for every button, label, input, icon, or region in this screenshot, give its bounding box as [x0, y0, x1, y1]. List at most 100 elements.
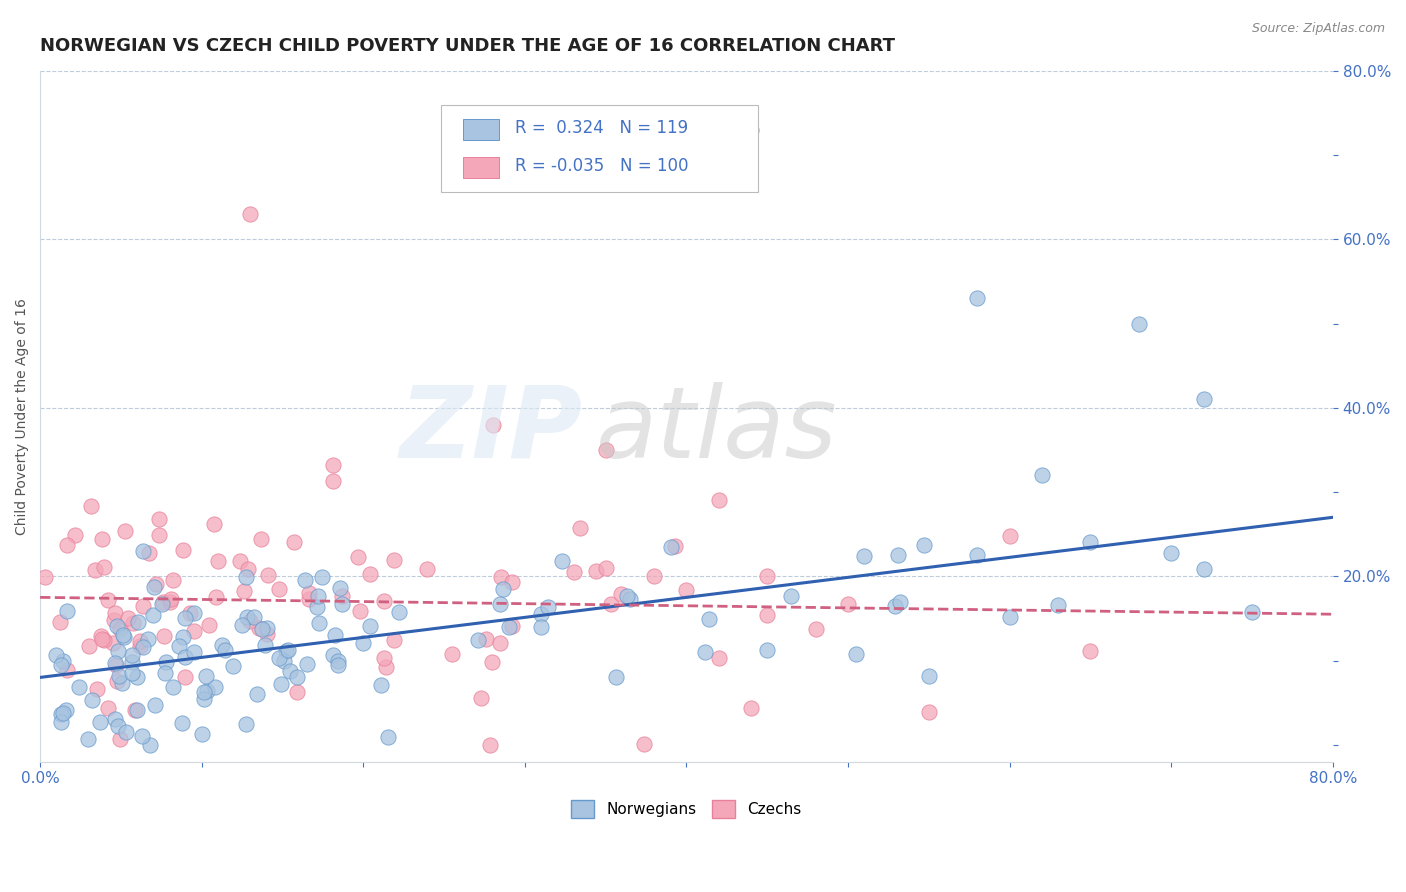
Point — [609, 587, 631, 601]
Point — [148, 512, 170, 526]
Point — [530, 607, 553, 622]
Point — [172, 630, 194, 644]
Point — [202, 517, 225, 532]
Point — [377, 731, 399, 745]
Point — [138, 545, 160, 559]
Point — [756, 568, 779, 582]
Point — [79, 639, 101, 653]
Point — [1240, 605, 1263, 619]
Point — [101, 636, 124, 650]
Point — [65, 528, 87, 542]
Point — [142, 608, 165, 623]
Point — [104, 658, 127, 673]
Point — [492, 582, 515, 596]
Point — [280, 664, 302, 678]
Point — [128, 639, 150, 653]
Point — [205, 590, 228, 604]
Point — [239, 614, 262, 628]
Point — [207, 554, 229, 568]
Point — [530, 620, 553, 634]
Point — [112, 630, 135, 644]
Point — [52, 654, 75, 668]
Point — [256, 621, 278, 635]
Point — [239, 207, 262, 221]
Point — [298, 592, 321, 607]
Point — [107, 618, 129, 632]
Point — [160, 591, 183, 606]
Point — [183, 606, 205, 620]
Point — [204, 680, 226, 694]
Point — [595, 561, 617, 575]
Point — [595, 442, 617, 457]
Point — [194, 668, 217, 682]
Point — [416, 562, 439, 576]
Point — [49, 706, 72, 721]
Point — [643, 569, 665, 583]
FancyBboxPatch shape — [441, 105, 758, 192]
Point — [328, 654, 350, 668]
Point — [257, 568, 280, 582]
Point — [501, 575, 523, 590]
Point — [235, 570, 257, 584]
Point — [173, 670, 195, 684]
Text: NORWEGIAN VS CZECH CHILD POVERTY UNDER THE AGE OF 16 CORRELATION CHART: NORWEGIAN VS CZECH CHILD POVERTY UNDER T… — [41, 37, 896, 55]
Point — [243, 610, 266, 624]
Point — [285, 684, 308, 698]
Point — [1128, 317, 1150, 331]
Point — [804, 623, 827, 637]
Point — [121, 655, 143, 669]
Point — [229, 553, 252, 567]
Point — [1160, 546, 1182, 560]
Point — [108, 732, 131, 747]
Point — [305, 600, 328, 615]
Point — [183, 624, 205, 638]
Bar — [463, 120, 499, 140]
Point — [569, 521, 592, 535]
Point — [347, 549, 370, 564]
Point — [359, 619, 381, 633]
Point — [619, 592, 641, 607]
Point — [330, 597, 353, 611]
Point — [111, 627, 134, 641]
Point — [491, 570, 513, 584]
Point — [664, 539, 686, 553]
Point — [97, 593, 120, 607]
Point — [236, 561, 259, 575]
Point — [56, 537, 79, 551]
Legend: Norwegians, Czechs: Norwegians, Czechs — [565, 794, 807, 824]
Point — [162, 680, 184, 694]
Point — [80, 693, 103, 707]
Y-axis label: Child Poverty Under the Age of 16: Child Poverty Under the Age of 16 — [15, 298, 30, 534]
Point — [143, 698, 166, 712]
Point — [93, 560, 115, 574]
Point — [197, 683, 219, 698]
Point — [845, 647, 868, 661]
Point — [297, 657, 319, 672]
Point — [966, 291, 988, 305]
Point — [231, 618, 253, 632]
Point — [55, 703, 77, 717]
Point — [254, 639, 277, 653]
Point — [86, 681, 108, 696]
Point — [80, 499, 103, 513]
Point — [311, 570, 333, 584]
Point — [131, 729, 153, 743]
Point — [918, 669, 941, 683]
Point — [322, 474, 344, 488]
Point — [152, 595, 174, 609]
Point — [274, 644, 297, 658]
Point — [104, 656, 127, 670]
Point — [107, 718, 129, 732]
Point — [294, 573, 316, 587]
Point — [740, 122, 762, 136]
Bar — [463, 157, 499, 178]
Point — [756, 608, 779, 623]
Point — [307, 590, 329, 604]
Point — [83, 563, 105, 577]
Point — [322, 458, 344, 473]
Point — [145, 577, 167, 591]
Point — [470, 691, 492, 706]
Point — [232, 584, 254, 599]
Point — [998, 610, 1021, 624]
Point — [537, 600, 560, 615]
